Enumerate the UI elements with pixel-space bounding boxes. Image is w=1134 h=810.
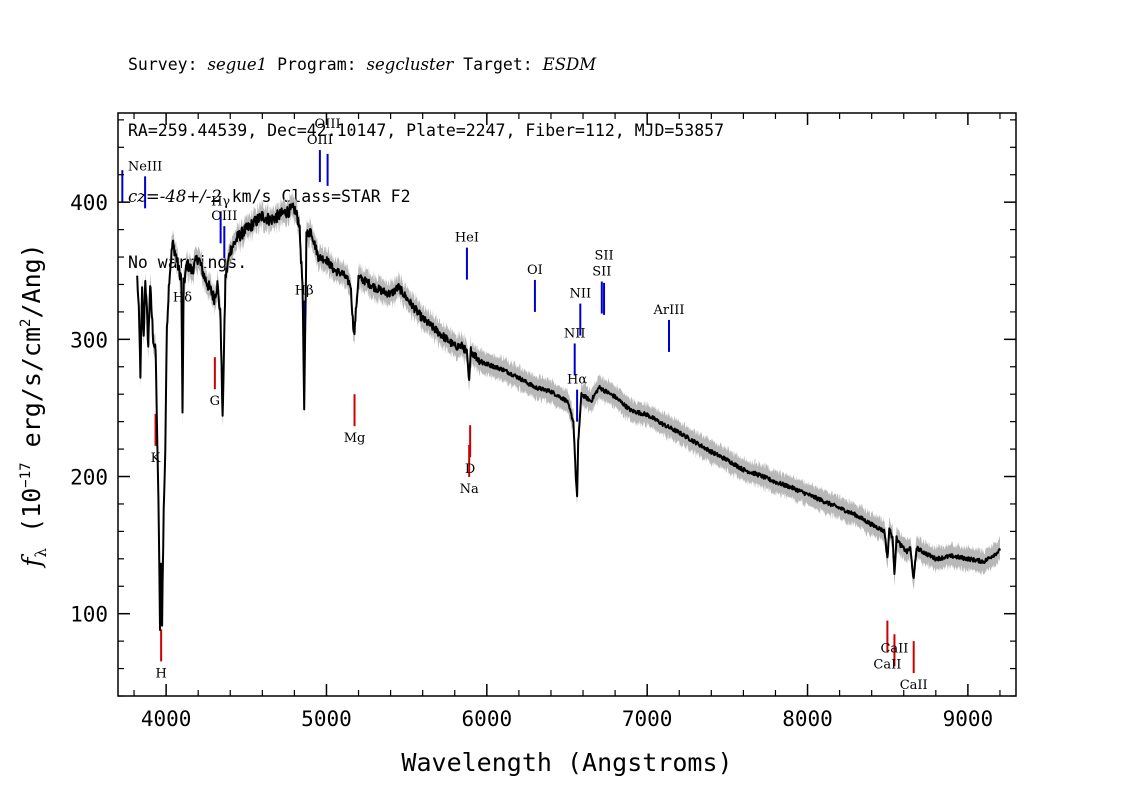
program-key: Program:	[277, 55, 357, 74]
absorption-line-label: K	[151, 451, 161, 466]
survey-value: segue1	[207, 55, 268, 74]
x-tick-label: 8000	[782, 707, 833, 731]
absorption-line-label: Mg	[344, 431, 366, 446]
emission-line-label: OIII	[315, 117, 341, 132]
target-key: Target:	[463, 55, 533, 74]
x-tick-label: 9000	[943, 707, 994, 731]
emission-line-label: OIII	[211, 209, 237, 224]
y-title-exp: −17	[18, 462, 34, 487]
error-band-layer	[137, 190, 1000, 641]
x-tick-label: 7000	[622, 707, 673, 731]
class-text: km/s Class=STAR F2	[221, 187, 411, 206]
absorption-line-label: H	[155, 666, 166, 681]
plot-frame	[117, 112, 1017, 697]
absorption-line-label: Na	[460, 482, 479, 497]
y-title-post: /Ang)	[17, 243, 46, 318]
header-line-redshift: cz=-48+/-2 km/s Class=STAR F2	[128, 186, 724, 208]
y-tick-label: 100	[70, 603, 108, 627]
spectrum-layer	[136, 202, 1001, 631]
emission-line-label: SII	[594, 249, 613, 264]
spectrum-header: Survey: segue1 Program: segcluster Targe…	[128, 10, 724, 296]
y-tick-label: 200	[70, 466, 108, 490]
absorption-line-label: CaII	[873, 658, 901, 673]
survey-key: Survey:	[128, 55, 198, 74]
emission-line-label: ArIII	[652, 303, 684, 318]
emission-line-label: OIII	[307, 133, 333, 148]
header-line-survey: Survey: segue1 Program: segcluster Targe…	[128, 54, 724, 76]
y-title-pre: (10	[17, 488, 46, 548]
emission-line-label: NII	[569, 287, 591, 302]
absorption-line-label: D	[465, 462, 475, 477]
ticks-layer: 4000 5000 6000 7000 8000 9000 100 200 300 400	[70, 113, 1016, 731]
target-value: ESDM	[542, 55, 597, 74]
x-tick-label: 4000	[141, 707, 192, 731]
y-title-exp2: 2	[18, 319, 34, 327]
redshift-value: cz=-48+/-2	[128, 187, 222, 206]
y-title-f: f	[17, 554, 46, 569]
y-tick-label: 400	[70, 191, 108, 215]
emission-line-label: OI	[527, 263, 543, 278]
program-value: segcluster	[366, 55, 454, 74]
x-tick-label: 5000	[301, 707, 352, 731]
y-tick-label: 300	[70, 328, 108, 352]
error-band	[137, 190, 1000, 641]
y-title-mid: erg/s/cm	[17, 327, 46, 462]
emission-line-label: NeIII	[128, 159, 162, 174]
absorption-line-label: CaII	[880, 642, 908, 657]
y-title-sub: λ	[32, 547, 50, 557]
y-axis-title: fλ (10−17 erg/s/cm2/Ang)	[17, 243, 50, 568]
line-labels-layer: NeIIIHδHγOIIIHβOIIIOIIIHeIOINIIHαNIISIIS…	[128, 117, 928, 693]
absorption-line-label: CaII	[900, 678, 928, 693]
emission-line-label: NII	[564, 326, 586, 341]
spectrum-line	[136, 202, 1001, 631]
emission-line-label: Hδ	[173, 290, 192, 305]
emission-line-label: Hγ	[211, 194, 230, 209]
emission-line-label: Hα	[567, 373, 587, 388]
absorption-line-label: G	[210, 394, 220, 409]
emission-line-label: Hβ	[295, 283, 314, 298]
x-axis-title: Wavelength (Angstroms)	[401, 748, 732, 777]
x-tick-label: 6000	[462, 707, 513, 731]
emission-line-label: SII	[592, 265, 611, 280]
emission-line-label: HeI	[455, 231, 479, 246]
header-line-coords: RA=259.44539, Dec=42.10147, Plate=2247, …	[128, 121, 725, 140]
